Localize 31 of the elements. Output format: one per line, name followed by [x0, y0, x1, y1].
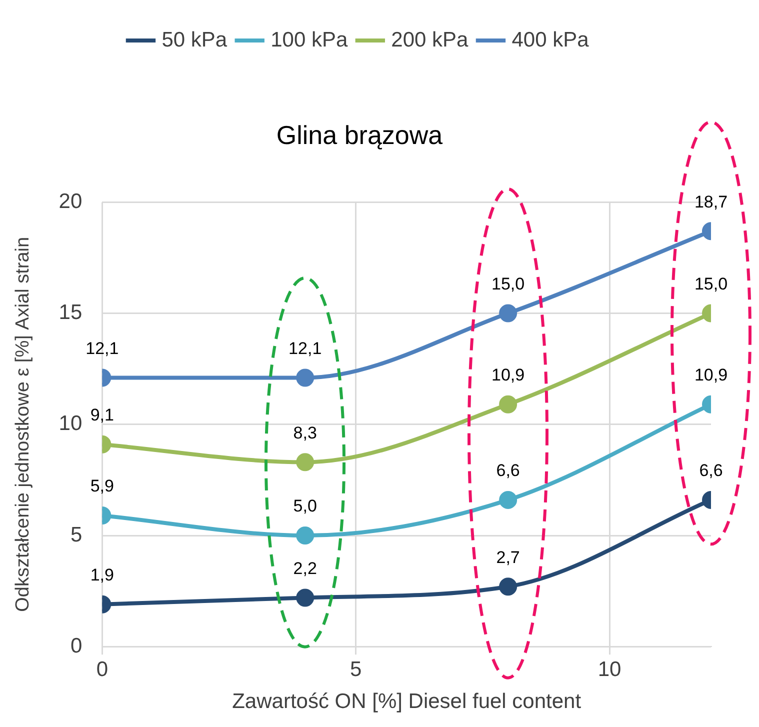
- legend-label: 400 kPa: [512, 28, 590, 52]
- y-tick-label: 10: [58, 412, 82, 436]
- data-label: 9,1: [90, 406, 114, 425]
- y-axis-title: Odkształcenie jednostkowe ε [%] Axial strain: [12, 236, 34, 612]
- legend-label: 200 kPa: [391, 28, 469, 52]
- data-label: 6,6: [496, 461, 520, 480]
- data-label: 2,7: [496, 548, 520, 567]
- y-tick-label: 5: [70, 523, 82, 546]
- data-label: 12,1: [86, 338, 119, 358]
- data-label: 15,0: [492, 274, 525, 294]
- y-tick-label: 20: [58, 190, 82, 213]
- y-tick-label: 15: [58, 301, 82, 324]
- data-label: 6,6: [699, 461, 723, 480]
- data-label: 10,9: [694, 366, 728, 385]
- data-label: 15,0: [694, 274, 728, 294]
- data-label: 5,0: [293, 496, 317, 516]
- x-tick-label: 5: [350, 658, 362, 681]
- legend-label: 50 kPa: [162, 28, 228, 52]
- data-label: 18,7: [694, 192, 728, 212]
- data-label: 8,3: [293, 423, 317, 442]
- x-axis-title: Zawartość ON [%] Diesel fuel content: [232, 690, 582, 714]
- legend-label: 100 kPa: [270, 28, 348, 52]
- x-tick-label: 0: [96, 658, 108, 681]
- x-tick-label: 10: [598, 658, 622, 681]
- data-label: 1,9: [90, 566, 114, 585]
- data-label: 2,2: [293, 558, 317, 578]
- data-label: 12,1: [288, 338, 322, 358]
- data-label: 10,9: [492, 366, 525, 385]
- chart-title: Glina brązowa: [276, 120, 444, 150]
- data-label: 5,9: [90, 476, 114, 496]
- y-tick-label: 0: [70, 634, 82, 658]
